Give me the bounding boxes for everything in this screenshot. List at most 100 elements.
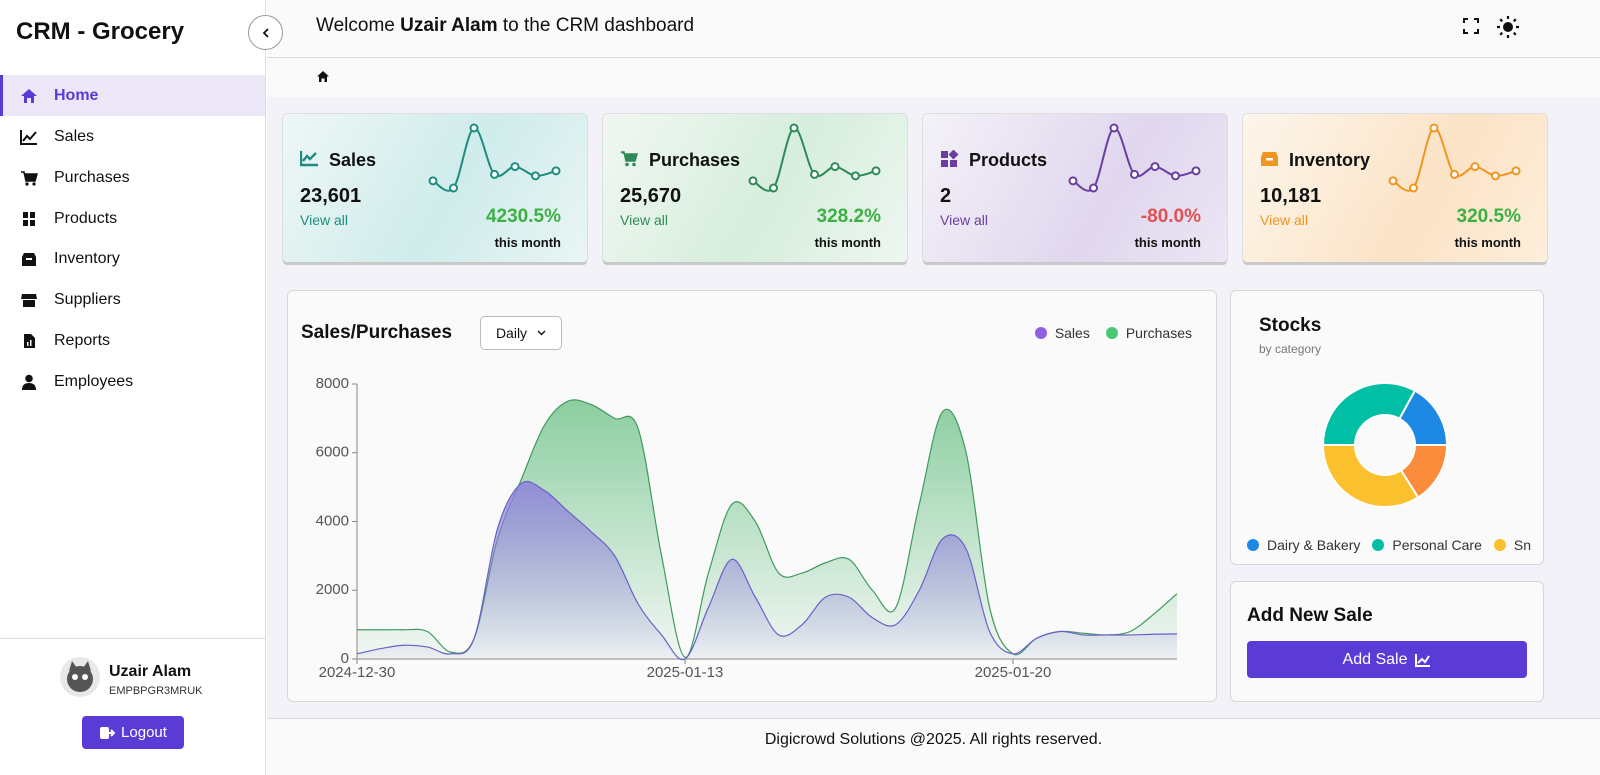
welcome-prefix: Welcome xyxy=(316,15,395,36)
chart-title: Sales/Purchases xyxy=(301,322,453,343)
dropdown-label: Daily xyxy=(495,325,528,341)
icon xyxy=(20,129,37,145)
card-icon xyxy=(1261,152,1278,166)
nav-label: Employees xyxy=(54,372,134,390)
stat-card: Sales 23,601 View all 4230.5% this month xyxy=(283,114,587,262)
nav-sales[interactable]: Sales xyxy=(0,116,265,157)
card-value: 23,601 xyxy=(300,185,362,207)
nav-suppliers[interactable]: Suppliers xyxy=(0,279,265,320)
period-dropdown[interactable]: Daily xyxy=(480,316,562,350)
card-title: Products xyxy=(969,150,1048,170)
view-all-link[interactable]: View all xyxy=(940,212,988,228)
avatar xyxy=(60,657,100,697)
nav-reports[interactable]: Reports xyxy=(0,320,265,361)
card-period: this month xyxy=(814,235,881,250)
legend-item: Purchases xyxy=(1105,325,1192,341)
collapse-button[interactable] xyxy=(248,15,283,50)
user-name: Uzair Alam xyxy=(109,663,192,680)
card-change: -80.0% xyxy=(1140,206,1201,227)
legend-item: Dairy & Bakery xyxy=(1247,534,1360,556)
legend-label: Sn xyxy=(1513,537,1531,553)
footer: Digicrowd Solutions @2025. All rights re… xyxy=(267,718,1600,775)
user-id: EMPBPGR3MRUK xyxy=(109,685,203,697)
legend-item: Sn xyxy=(1493,534,1531,556)
nav-label: Reports xyxy=(54,331,111,349)
icon xyxy=(22,252,36,266)
stocks-panel: Stocks by category Dairy & Bakery Persona… xyxy=(1230,290,1544,565)
legend-dot xyxy=(1247,539,1259,551)
home-icon[interactable] xyxy=(317,71,329,82)
nav-products[interactable]: Products xyxy=(0,198,265,239)
legend-dot xyxy=(1372,539,1385,551)
nav-inventory[interactable]: Inventory xyxy=(0,238,265,279)
user-section: Uzair Alam EMPBPGR3MRUK Logout xyxy=(0,638,265,775)
card-title: Sales xyxy=(329,150,377,170)
nav-label: Inventory xyxy=(54,249,120,267)
card-title: Inventory xyxy=(1289,150,1371,170)
card-icon xyxy=(620,151,638,167)
chevron xyxy=(537,330,546,336)
add-sale-button[interactable]: Add Sale xyxy=(1247,641,1527,678)
legend-dot xyxy=(1493,539,1506,551)
view-all-link[interactable]: View all xyxy=(300,212,348,228)
header: Welcome Uzair Alam to the CRM dashboard xyxy=(267,0,1600,58)
legend-item: Sales xyxy=(1034,325,1090,341)
icon xyxy=(21,293,37,307)
icon xyxy=(23,211,35,226)
card-value: 2 xyxy=(940,185,952,207)
legend: Dairy & Bakery Personal Care Sn xyxy=(1247,534,1541,556)
card-value: 10,181 xyxy=(1260,185,1322,207)
legend-dot xyxy=(1105,327,1118,339)
nav-home[interactable]: Home xyxy=(0,75,265,116)
welcome-suffix: to the CRM dashboard xyxy=(502,15,695,36)
welcome: Welcome Uzair Alam to the CRM dashboard xyxy=(316,15,694,37)
logout-label: Logout xyxy=(121,724,167,741)
icon xyxy=(21,170,38,186)
nav-employees[interactable]: Employees xyxy=(0,361,265,402)
nav-label: Suppliers xyxy=(54,290,121,308)
stocks-title: Stocks xyxy=(1259,315,1322,336)
sidebar: CRM - Grocery Home Sales Purchases Produ… xyxy=(0,0,266,775)
brand: CRM - Grocery xyxy=(16,18,185,45)
legend-label: Personal Care xyxy=(1392,537,1482,553)
card-period: this month xyxy=(1134,235,1201,250)
user-name: Uzair Alam xyxy=(400,15,498,36)
nav-label: Sales xyxy=(54,127,95,145)
stocks-subtitle: by category xyxy=(1259,342,1322,356)
logout-button[interactable]: Logout xyxy=(82,716,184,749)
card-change: 4230.5% xyxy=(485,206,561,227)
stat-card: Products 2 View all -80.0% this month xyxy=(923,114,1227,262)
button-label: Add Sale xyxy=(1342,650,1408,668)
nav-label: Purchases xyxy=(54,168,130,186)
card-change: 328.2% xyxy=(816,206,881,227)
legend: Sales Purchases xyxy=(1034,325,1192,341)
card-icon xyxy=(300,151,318,167)
legend-label: Sales xyxy=(1054,325,1090,341)
legend-label: Dairy & Bakery xyxy=(1267,537,1361,553)
fullscreen-button[interactable] xyxy=(1463,18,1479,34)
icon xyxy=(21,88,37,103)
card-period: this month xyxy=(1454,235,1521,250)
icon xyxy=(100,726,116,739)
legend-item: Personal Care xyxy=(1372,534,1482,556)
card-value: 25,670 xyxy=(620,185,682,207)
icon xyxy=(24,333,35,348)
icon xyxy=(262,27,269,38)
view-all-link[interactable]: View all xyxy=(620,212,668,228)
nav-purchases[interactable]: Purchases xyxy=(0,157,265,198)
legend-label: Purchases xyxy=(1125,325,1192,341)
sale-panel: Add New Sale Add Sale xyxy=(1230,581,1544,702)
stat-card: Inventory 10,181 View all 320.5% this month xyxy=(1243,114,1547,262)
card-period: this month xyxy=(494,235,561,250)
legend-dot xyxy=(1034,327,1047,339)
sale-title: Add New Sale xyxy=(1247,605,1373,626)
view-all-link[interactable]: View all xyxy=(1260,212,1308,228)
card-icon xyxy=(941,150,959,167)
breadcrumb xyxy=(267,58,1600,97)
nav-label: Products xyxy=(54,209,118,227)
nav-label: Home xyxy=(54,86,99,104)
theme-toggle[interactable] xyxy=(1496,15,1520,39)
icon xyxy=(1415,653,1431,667)
icon xyxy=(22,374,36,390)
